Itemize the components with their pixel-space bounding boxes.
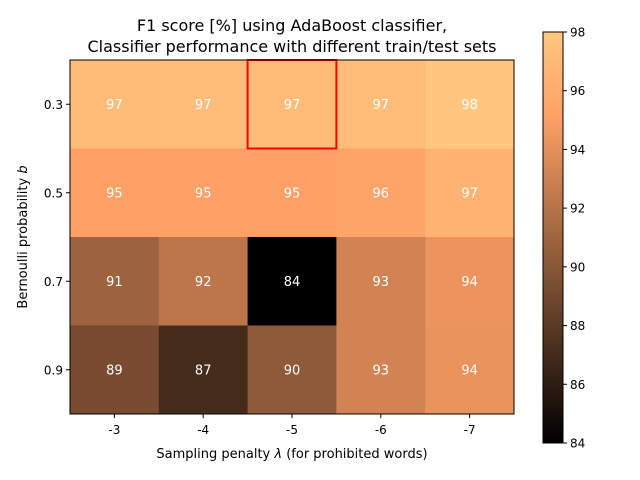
heatmap-cell	[158, 325, 249, 415]
cell-value-label: 97	[373, 98, 390, 113]
chart-title-line-1: F1 score [%] using AdaBoost classifier,	[137, 16, 447, 35]
heatmap-cell	[247, 325, 337, 415]
x-tick-label: -6	[375, 423, 387, 437]
cell-value-label: 89	[106, 363, 123, 378]
x-axis-ticks: -3 -4 -5 -6 -7	[108, 414, 476, 437]
y-axis-label: Bernoulli probability b	[16, 165, 31, 308]
heatmap-cell	[336, 325, 426, 415]
x-tick-label: -5	[286, 423, 298, 437]
cell-value-label: 93	[373, 275, 390, 290]
y-axis-label-main: Bernoulli probability	[16, 174, 31, 309]
y-tick-label: 0.3	[44, 98, 63, 112]
heatmap-cell	[336, 148, 426, 238]
cell-value-label: 95	[106, 186, 123, 201]
x-axis-label-main: Sampling penalty	[156, 447, 274, 462]
heatmap-cell	[70, 60, 160, 149]
colorbar-tick-label: 90	[570, 260, 585, 274]
heatmap-cell	[158, 237, 249, 326]
x-tick-label: -4	[197, 423, 209, 437]
y-tick-label: 0.9	[44, 363, 63, 377]
cell-value-label: 96	[373, 186, 390, 201]
colorbar-tick-label: 92	[570, 202, 585, 216]
cell-value-label: 97	[106, 98, 123, 113]
cell-value-label: 98	[461, 98, 478, 113]
heatmap-cell	[425, 148, 515, 238]
chart-title: F1 score [%] using AdaBoost classifier, …	[88, 16, 497, 56]
x-tick-label: -7	[464, 423, 476, 437]
x-tick-label: -3	[108, 423, 120, 437]
cell-value-label: 91	[106, 275, 123, 290]
x-axis-label-symbol: λ	[273, 447, 282, 462]
colorbar-gradient	[542, 31, 564, 444]
heatmap-cells	[70, 60, 515, 415]
cell-value-label: 94	[461, 363, 478, 378]
heatmap-cell	[425, 325, 515, 415]
cell-value-label: 95	[284, 186, 301, 201]
x-axis-label-rest: (for prohibited words)	[282, 447, 427, 462]
cell-value-label: 94	[461, 275, 478, 290]
colorbar-tick-label: 84	[570, 437, 585, 451]
heatmap-cell	[70, 325, 160, 415]
cell-value-label: 87	[195, 363, 212, 378]
cell-value-label: 92	[195, 275, 212, 290]
colorbar-tick-label: 96	[570, 84, 585, 98]
colorbar-tick-label: 94	[570, 143, 585, 157]
heatmap-cell	[70, 237, 160, 326]
colorbar-tick-label: 98	[570, 26, 585, 40]
cell-value-label: 93	[373, 363, 390, 378]
heatmap-cell	[247, 237, 337, 326]
cell-value-label: 95	[195, 186, 212, 201]
y-axis-ticks: 0.3 0.5 0.7 0.9	[44, 98, 70, 377]
colorbar-tick-label: 88	[570, 319, 585, 333]
heatmap-cell	[425, 237, 515, 326]
heatmap-cell	[158, 60, 249, 149]
y-tick-label: 0.7	[44, 275, 63, 289]
heatmap-cell	[70, 148, 160, 238]
heatmap-cell	[336, 237, 426, 326]
x-axis-label: Sampling penalty λ (for prohibited words…	[156, 447, 427, 462]
cell-value-label: 90	[284, 363, 301, 378]
colorbar-ticks: 84 86 88 90 92 94 96 98	[563, 26, 585, 451]
chart-title-line-2: Classifier performance with different tr…	[88, 37, 497, 56]
y-axis-label-symbol: b	[16, 165, 31, 173]
cell-value-label: 84	[284, 275, 301, 290]
colorbar-tick-label: 86	[570, 378, 585, 392]
cell-value-label: 97	[284, 98, 301, 113]
cell-value-label: 97	[195, 98, 212, 113]
cell-value-label: 97	[461, 186, 478, 201]
heatmap-cell	[247, 148, 337, 238]
heatmap-cell	[336, 60, 426, 149]
heatmap-cell	[158, 148, 249, 238]
colorbar: 84 86 88 90 92 94 96 98	[542, 26, 585, 451]
heatmap-cell	[247, 60, 337, 149]
heatmap-cell-labels: 97 97 97 97 98 95 95 95 96 97 91 92 84 93 94 89 87 90 93 94	[106, 98, 478, 379]
heatmap-cell	[425, 60, 515, 149]
y-tick-label: 0.5	[44, 186, 63, 200]
